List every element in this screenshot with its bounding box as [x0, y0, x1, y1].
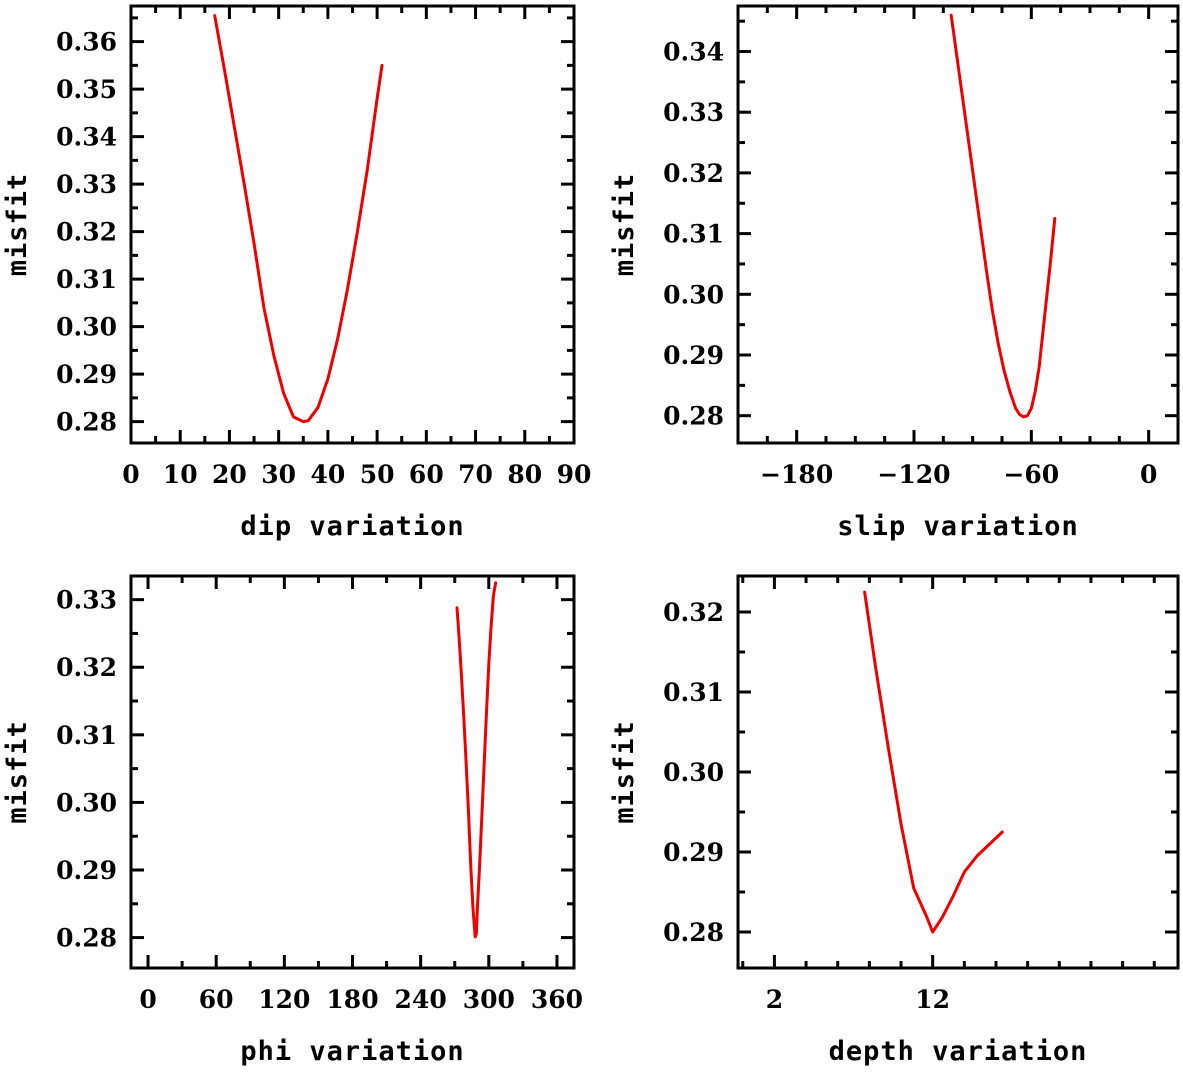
x-tick-label: 20 — [212, 460, 247, 489]
depth-variation-panel-plot: 2 12 0.28 0.29 0.30 0.31 0.32 depth variation mi… — [609, 574, 1180, 1067]
y-tick-label: 0.32 — [663, 159, 724, 188]
y-tick-label: 0.30 — [663, 758, 724, 787]
y-tick-label: 0.28 — [663, 918, 724, 947]
x-tick-label: 300 — [463, 985, 515, 1014]
dip-variation-panel-plot: 0 10 20 30 40 50 60 70 80 90 0.28 0.29 0.30 0.31 0.32 0… — [2, 4, 592, 542]
misfit-curve — [949, 13, 1057, 419]
y-tick-label: 0.29 — [56, 360, 117, 389]
depth-variation-panel: 2 12 0.28 0.29 0.30 0.31 0.32 depth variation mi… — [607, 543, 1183, 1086]
x-tick-label: 60 — [409, 460, 444, 489]
x-tick-label: 360 — [531, 985, 583, 1014]
y-tick-label: 0.30 — [56, 788, 117, 817]
y-tick-label: 0.32 — [56, 218, 117, 247]
x-tick-label: 70 — [458, 460, 493, 489]
x-tick-label: −60 — [1003, 460, 1059, 489]
y-tick-label: 0.32 — [663, 598, 724, 627]
dip-variation-panel: 0 10 20 30 40 50 60 70 80 90 0.28 0.29 0.30 0.31 0.32 0… — [0, 0, 600, 543]
plot-frame — [129, 574, 576, 970]
y-tick-label: 0.29 — [56, 856, 117, 885]
plot-frame — [736, 4, 1180, 445]
y-tick-label: 0.28 — [663, 402, 724, 431]
misfit-curve — [455, 581, 498, 939]
y-tick-label: 0.32 — [56, 653, 117, 682]
x-tick-label: 80 — [507, 460, 542, 489]
x-tick-label: 0 — [1140, 460, 1157, 489]
y-tick-label: 0.29 — [663, 838, 724, 867]
y-tick-label: 0.31 — [56, 265, 117, 294]
y-tick-label: 0.36 — [56, 28, 117, 57]
y-tick-label: 0.33 — [663, 98, 724, 127]
y-tick-label: 0.33 — [56, 170, 117, 199]
y-axis-title: misfit — [609, 720, 640, 824]
y-axis-title: misfit — [2, 173, 33, 277]
x-axis-title: slip variation — [837, 511, 1079, 542]
x-axis-title: depth variation — [829, 1036, 1088, 1067]
x-tick-label: 12 — [915, 985, 950, 1014]
y-tick-label: 0.35 — [56, 75, 117, 104]
y-tick-label: 0.30 — [56, 313, 117, 342]
plot-frame — [129, 4, 576, 445]
x-tick-label: 90 — [557, 460, 592, 489]
y-tick-label: 0.31 — [663, 220, 724, 249]
x-tick-label: 40 — [310, 460, 345, 489]
x-tick-label: 50 — [360, 460, 395, 489]
x-tick-label: −120 — [877, 460, 950, 489]
y-tick-label: 0.30 — [663, 280, 724, 309]
x-tick-label: 0 — [122, 460, 139, 489]
y-axis-title: misfit — [2, 720, 33, 824]
plot-frame — [736, 574, 1180, 970]
y-axis-title: misfit — [609, 173, 640, 277]
misfit-curve — [213, 14, 384, 424]
x-tick-label: 2 — [766, 985, 783, 1014]
x-tick-label: 30 — [261, 460, 296, 489]
y-tick-label: 0.31 — [56, 721, 117, 750]
y-tick-label: 0.29 — [663, 341, 724, 370]
x-tick-label: 60 — [199, 985, 234, 1014]
slip-variation-panel-plot: −180 −120 −60 0 0.28 0.29 0.30 0.31 0.32 0.33 0.34… — [609, 4, 1180, 542]
x-tick-label: 10 — [163, 460, 198, 489]
phi-variation-panel-plot: 0 60 120 180 240 300 360 0.28 0.29 0.30 0.31 0.32 0.… — [2, 574, 583, 1067]
y-tick-label: 0.31 — [663, 678, 724, 707]
y-tick-label: 0.28 — [56, 408, 117, 437]
misfit-curve — [863, 590, 1004, 934]
x-tick-label: 0 — [139, 985, 156, 1014]
y-tick-label: 0.28 — [56, 924, 117, 953]
x-tick-label: 240 — [395, 985, 447, 1014]
x-axis-title: dip variation — [240, 511, 464, 542]
x-tick-label: 180 — [326, 985, 378, 1014]
slip-variation-panel: −180 −120 −60 0 0.28 0.29 0.30 0.31 0.32 0.33 0.34… — [607, 0, 1183, 543]
y-tick-label: 0.33 — [56, 586, 117, 615]
x-axis-title: phi variation — [240, 1036, 464, 1067]
y-tick-label: 0.34 — [663, 38, 724, 67]
x-tick-label: 120 — [258, 985, 310, 1014]
x-tick-label: −180 — [760, 460, 833, 489]
y-tick-label: 0.34 — [56, 123, 117, 152]
phi-variation-panel: 0 60 120 180 240 300 360 0.28 0.29 0.30 0.31 0.32 0.… — [0, 543, 600, 1086]
